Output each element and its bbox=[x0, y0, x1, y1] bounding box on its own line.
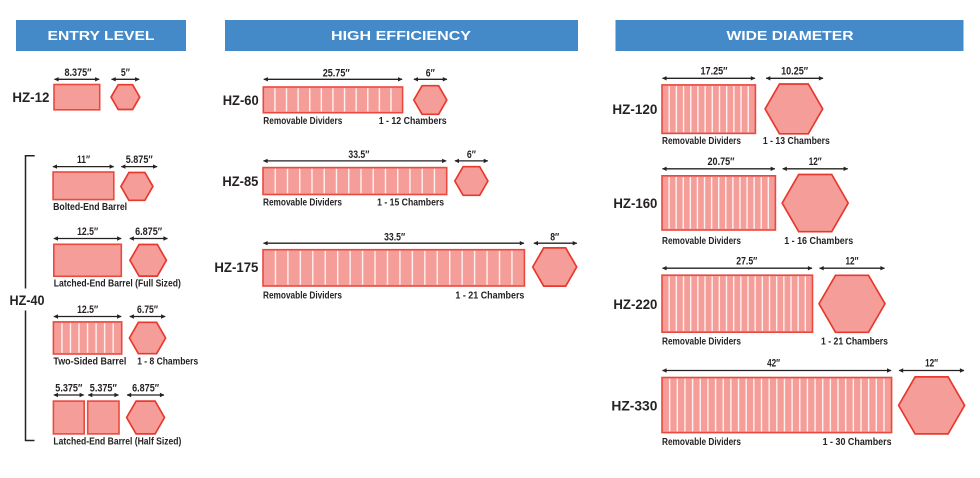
svg-text:Removable Dividers: Removable Dividers bbox=[263, 291, 342, 302]
svg-text:17.25″: 17.25″ bbox=[701, 66, 729, 78]
svg-text:Removable Dividers: Removable Dividers bbox=[662, 236, 741, 247]
svg-text:6.875″: 6.875″ bbox=[132, 383, 160, 395]
svg-text:HZ-220: HZ-220 bbox=[613, 296, 657, 312]
svg-text:Removable Dividers: Removable Dividers bbox=[263, 198, 342, 209]
svg-text:12.5″: 12.5″ bbox=[77, 226, 99, 238]
svg-text:12.5″: 12.5″ bbox=[77, 304, 99, 316]
svg-text:Removable Dividers: Removable Dividers bbox=[263, 116, 342, 127]
svg-text:HZ-85: HZ-85 bbox=[222, 173, 258, 189]
svg-text:1 - 30 Chambers: 1 - 30 Chambers bbox=[823, 437, 892, 448]
svg-text:Latched-End Barrel (Full Sized: Latched-End Barrel (Full Sized) bbox=[54, 279, 181, 290]
svg-text:12″: 12″ bbox=[846, 255, 860, 267]
svg-text:1 - 21 Chambers: 1 - 21 Chambers bbox=[821, 337, 888, 348]
svg-text:8.375″: 8.375″ bbox=[65, 67, 93, 79]
svg-text:Removable Dividers: Removable Dividers bbox=[662, 337, 741, 348]
svg-text:Removable Dividers: Removable Dividers bbox=[662, 136, 741, 147]
svg-text:6.75″: 6.75″ bbox=[137, 304, 159, 316]
svg-text:1 - 16 Chambers: 1 - 16 Chambers bbox=[784, 236, 853, 247]
svg-text:1 - 15 Chambers: 1 - 15 Chambers bbox=[377, 198, 444, 209]
svg-text:5.375″: 5.375″ bbox=[90, 383, 118, 395]
svg-text:6.875″: 6.875″ bbox=[135, 226, 163, 238]
svg-text:6″: 6″ bbox=[467, 149, 477, 161]
svg-text:8″: 8″ bbox=[550, 231, 560, 243]
svg-text:42″: 42″ bbox=[767, 358, 781, 370]
svg-text:5″: 5″ bbox=[121, 67, 131, 79]
svg-text:1 - 8 Chambers: 1 - 8 Chambers bbox=[137, 357, 198, 368]
svg-text:HZ-60: HZ-60 bbox=[223, 92, 259, 108]
svg-text:10.25″: 10.25″ bbox=[781, 66, 809, 78]
svg-text:33.5″: 33.5″ bbox=[348, 149, 370, 161]
svg-text:ENTRY LEVEL: ENTRY LEVEL bbox=[48, 28, 155, 43]
svg-text:1 - 13 Chambers: 1 - 13 Chambers bbox=[763, 136, 830, 147]
svg-text:33.5″: 33.5″ bbox=[384, 231, 406, 243]
svg-text:Bolted-End Barrel: Bolted-End Barrel bbox=[53, 202, 127, 213]
svg-text:25.75″: 25.75″ bbox=[323, 68, 351, 80]
svg-text:1 - 12 Chambers: 1 - 12 Chambers bbox=[379, 116, 447, 127]
svg-text:20.75″: 20.75″ bbox=[708, 156, 736, 168]
svg-text:Removable Dividers: Removable Dividers bbox=[662, 437, 741, 448]
svg-text:12″: 12″ bbox=[925, 358, 939, 370]
svg-text:HZ-160: HZ-160 bbox=[613, 195, 657, 211]
svg-text:6″: 6″ bbox=[426, 68, 436, 80]
svg-text:HIGH EFFICIENCY: HIGH EFFICIENCY bbox=[331, 28, 472, 43]
svg-text:HZ-330: HZ-330 bbox=[611, 397, 657, 413]
svg-text:11″: 11″ bbox=[77, 154, 91, 166]
svg-text:5.375″: 5.375″ bbox=[55, 383, 83, 395]
svg-text:HZ-12: HZ-12 bbox=[12, 89, 49, 105]
svg-text:12″: 12″ bbox=[809, 156, 823, 168]
svg-text:HZ-175: HZ-175 bbox=[214, 259, 258, 275]
svg-text:Two-Sided Barrel: Two-Sided Barrel bbox=[53, 357, 126, 368]
svg-text:Latched-End Barrel (Half Sized: Latched-End Barrel (Half Sized) bbox=[53, 437, 181, 448]
svg-text:5.875″: 5.875″ bbox=[126, 154, 154, 166]
svg-text:1 - 21 Chambers: 1 - 21 Chambers bbox=[455, 291, 524, 302]
svg-text:HZ-40: HZ-40 bbox=[10, 292, 45, 308]
svg-text:WIDE DIAMETER: WIDE DIAMETER bbox=[727, 28, 854, 43]
svg-text:HZ-120: HZ-120 bbox=[612, 101, 657, 117]
svg-text:27.5″: 27.5″ bbox=[736, 255, 758, 267]
